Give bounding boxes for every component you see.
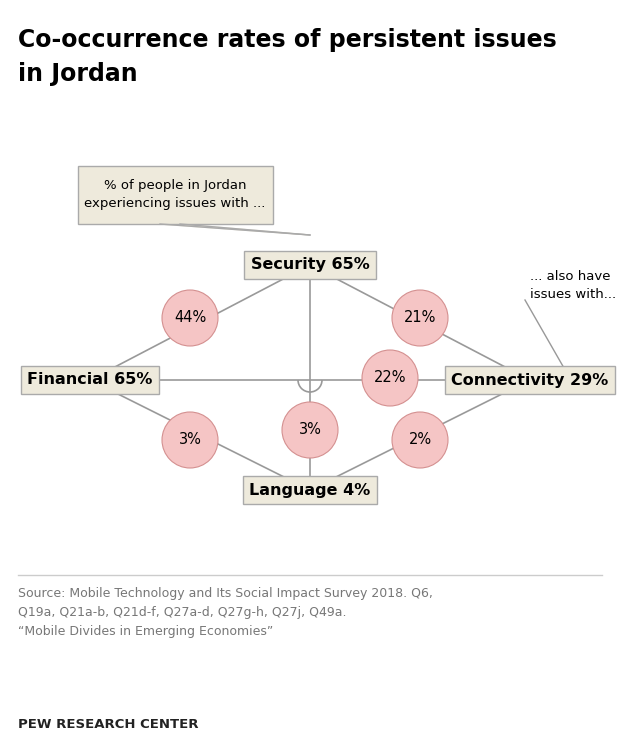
Text: 2%: 2%	[409, 432, 432, 448]
Circle shape	[362, 350, 418, 406]
Text: Connectivity 29%: Connectivity 29%	[451, 373, 609, 388]
Text: 3%: 3%	[179, 432, 202, 448]
Text: 21%: 21%	[404, 311, 436, 326]
Circle shape	[162, 412, 218, 468]
Text: Source: Mobile Technology and Its Social Impact Survey 2018. Q6,
Q19a, Q21a-b, Q: Source: Mobile Technology and Its Social…	[18, 587, 433, 638]
Circle shape	[392, 412, 448, 468]
Text: 22%: 22%	[374, 370, 406, 386]
Circle shape	[162, 290, 218, 346]
Circle shape	[392, 290, 448, 346]
Polygon shape	[160, 224, 310, 235]
Circle shape	[282, 402, 338, 458]
Text: 44%: 44%	[174, 311, 206, 326]
Text: ... also have
issues with...: ... also have issues with...	[530, 269, 616, 300]
Text: Security 65%: Security 65%	[250, 258, 370, 272]
Text: PEW RESEARCH CENTER: PEW RESEARCH CENTER	[18, 718, 198, 731]
Text: Financial 65%: Financial 65%	[27, 373, 153, 388]
Text: in Jordan: in Jordan	[18, 62, 138, 86]
Text: Co-occurrence rates of persistent issues: Co-occurrence rates of persistent issues	[18, 28, 557, 52]
Text: 3%: 3%	[299, 423, 321, 438]
Text: % of people in Jordan
experiencing issues with ...: % of people in Jordan experiencing issue…	[84, 179, 266, 210]
Text: Language 4%: Language 4%	[249, 482, 371, 497]
FancyBboxPatch shape	[78, 166, 273, 224]
